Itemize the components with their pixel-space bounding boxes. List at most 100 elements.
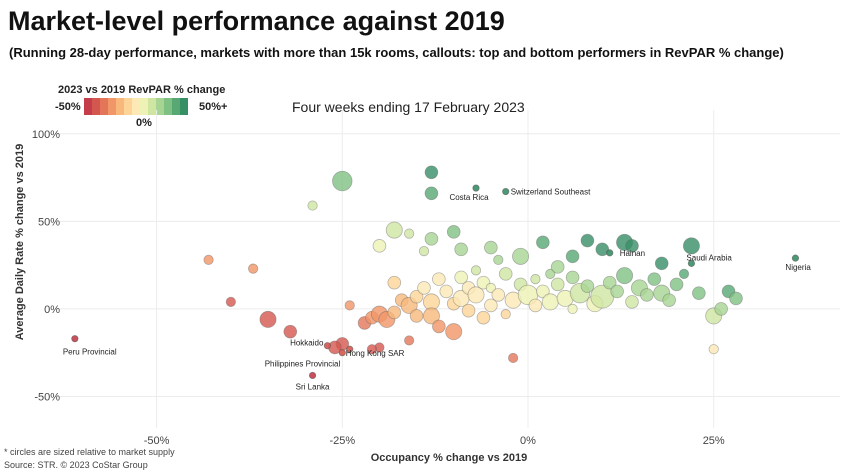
data-point [332, 170, 353, 192]
data-point [602, 275, 617, 290]
data-point [409, 289, 424, 304]
data-point [461, 303, 476, 318]
callout-point [472, 184, 480, 192]
data-point [714, 302, 728, 316]
data-point [662, 293, 676, 307]
data-point [530, 274, 541, 285]
y-axis-label: Average Daily Rate % change vs 2019 [14, 144, 26, 340]
data-point [424, 186, 439, 201]
data-point [454, 242, 468, 257]
callout-point [687, 259, 696, 267]
x-tick-labels: -50% -25% 0% 25% [144, 435, 725, 447]
callout-label: Sri Lanka [296, 382, 330, 391]
data-point [307, 200, 318, 211]
data-point [595, 242, 610, 257]
data-point [692, 286, 706, 300]
data-points [203, 165, 743, 364]
callout-point [323, 342, 332, 350]
data-point [422, 307, 440, 325]
data-point [454, 270, 468, 285]
legend-swatch [116, 98, 124, 115]
data-point [647, 272, 662, 286]
y-tick-label: -50% [34, 391, 60, 403]
y-tick-labels: -50% 0% 50% 100% [32, 129, 60, 404]
data-point [493, 254, 504, 265]
legend-swatch [100, 98, 108, 115]
data-point [372, 239, 387, 253]
data-point [729, 291, 743, 306]
legend-swatch [148, 98, 156, 115]
data-point [446, 225, 461, 239]
legend-swatch [92, 98, 100, 115]
data-point [625, 239, 639, 253]
data-point [640, 288, 654, 302]
data-point [476, 275, 491, 290]
data-point [678, 268, 690, 279]
data-point [424, 165, 439, 180]
callout-label: Costa Rica [449, 193, 489, 202]
callout-point [346, 345, 354, 353]
data-point [404, 335, 415, 346]
data-point [259, 310, 277, 328]
callout-label: Hokkaido [290, 339, 324, 348]
data-point [484, 240, 498, 255]
callout-point [606, 249, 614, 257]
data-point [654, 256, 669, 271]
data-point [491, 288, 506, 302]
data-point [283, 324, 298, 339]
data-point [508, 352, 519, 364]
period-label: Four weeks ending 17 February 2023 [292, 99, 525, 115]
legend-swatch [172, 98, 180, 115]
y-tick-label: 0% [44, 304, 60, 316]
callout-point [338, 349, 346, 357]
data-point [387, 305, 402, 320]
data-point [545, 268, 556, 279]
callout-point [791, 254, 800, 262]
data-point [432, 319, 446, 334]
data-point [625, 295, 639, 309]
x-axis-label: Occupancy % change vs 2019 [371, 452, 528, 464]
data-point [409, 309, 424, 323]
legend-mid-label: 0% [136, 117, 152, 129]
x-tick-label: -50% [144, 435, 170, 447]
data-point [344, 300, 355, 311]
data-point [669, 277, 684, 292]
data-point [565, 249, 580, 264]
callout-label: Philippines Provincial [265, 360, 341, 369]
color-legend-scale [84, 98, 188, 115]
x-tick-label: 0% [520, 435, 536, 447]
data-point [500, 309, 511, 320]
callout-label: Switzerland Southeast [511, 188, 591, 197]
callout-point [71, 335, 79, 343]
chart-subtitle: (Running 28-day performance, markets wit… [9, 45, 784, 60]
source-note: Source: STR. © 2023 CoStar Group [4, 460, 148, 470]
data-point [432, 272, 446, 286]
data-point [404, 228, 415, 239]
y-tick-label: 100% [32, 129, 60, 141]
data-point [248, 263, 259, 274]
data-point [445, 323, 463, 341]
data-point [580, 279, 595, 293]
data-point [366, 344, 378, 355]
data-point [682, 237, 700, 255]
legend-swatch [180, 98, 188, 115]
legend-swatch [108, 98, 116, 115]
data-point [203, 254, 214, 265]
data-point [470, 265, 482, 276]
data-point [467, 286, 485, 304]
data-point [550, 260, 565, 274]
callout-label: Peru Provincial [63, 348, 117, 357]
data-point [387, 275, 402, 290]
data-point [417, 281, 431, 295]
legend-swatch [132, 98, 140, 115]
legend-swatch [156, 98, 164, 115]
legend-swatch [164, 98, 172, 115]
data-point [512, 247, 530, 265]
data-point [536, 235, 550, 250]
data-point [550, 277, 565, 292]
data-point [225, 296, 236, 307]
data-point [498, 267, 513, 281]
legend-title: 2023 vs 2019 RevPAR % change [58, 84, 226, 96]
legend-swatch [84, 98, 92, 115]
